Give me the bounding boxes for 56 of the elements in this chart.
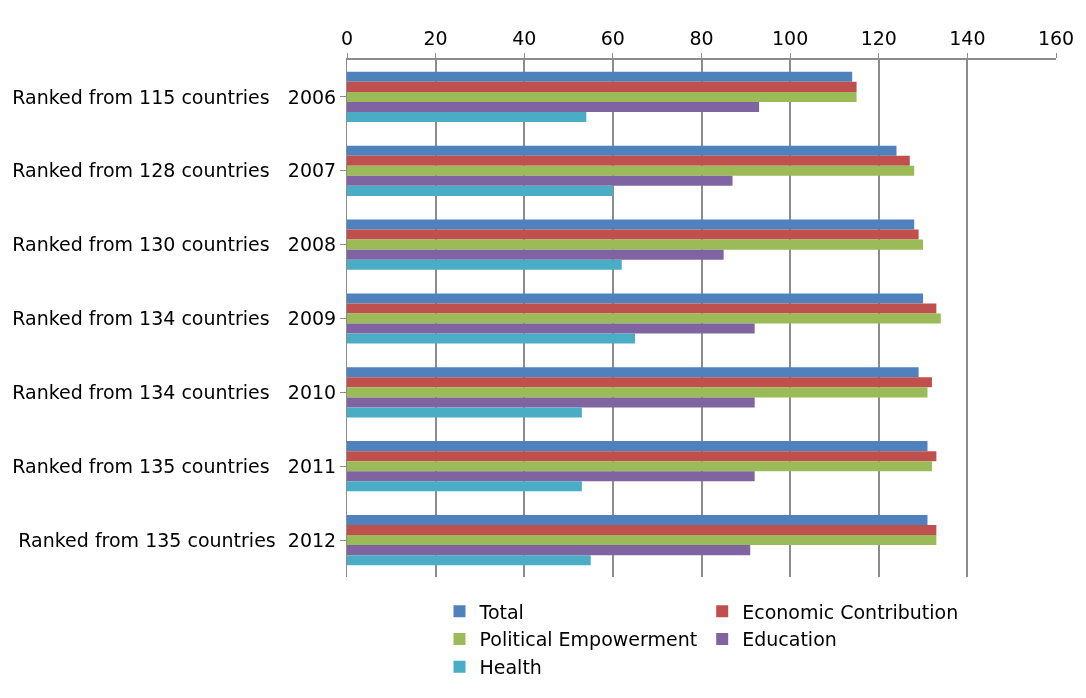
legend-label: Political Empowerment [479, 628, 698, 651]
bar [347, 514, 928, 525]
bar [347, 323, 755, 334]
x-tick-label: 120 [860, 27, 897, 50]
y-tick-label: Ranked from 115 countries 2006 [12, 85, 337, 108]
x-tick-label: 100 [772, 27, 809, 50]
bar [347, 481, 582, 492]
bar [347, 112, 587, 123]
y-tick-label: Ranked from 135 countries 2011 [12, 454, 337, 477]
y-tick-label: Ranked from 128 countries 2007 [12, 159, 337, 182]
bar [347, 367, 919, 378]
bar [347, 293, 924, 304]
bar [347, 81, 857, 92]
bar [347, 535, 937, 546]
x-tick-label: 80 [689, 27, 714, 50]
legend-label: Economic Contribution [742, 600, 959, 623]
bar [347, 555, 591, 566]
x-tick-label: 140 [949, 27, 986, 50]
y-tick-label: Ranked from 135 countries 2012 [18, 528, 337, 551]
bar [347, 407, 582, 418]
bar [347, 155, 910, 166]
bar [347, 249, 724, 260]
bar [347, 397, 755, 408]
x-tick-label: 160 [1037, 27, 1075, 50]
bar [347, 219, 915, 230]
x-tick-label: 0 [340, 27, 354, 50]
y-tick-label: Ranked from 134 countries 2009 [12, 307, 337, 330]
bar [347, 229, 919, 240]
bar [347, 525, 937, 536]
bar [347, 165, 915, 176]
y-tick-label: Ranked from 134 countries 2010 [12, 381, 337, 404]
bar [347, 185, 613, 196]
bar [347, 387, 928, 398]
bar [347, 303, 937, 314]
bar [347, 175, 733, 186]
bar [347, 545, 751, 556]
bar [347, 451, 937, 462]
bar [347, 441, 928, 452]
x-tick-label: 40 [512, 27, 537, 50]
legend-label: Health [479, 656, 542, 679]
x-tick-label: 20 [423, 27, 448, 50]
bar [347, 461, 932, 472]
bar [347, 471, 755, 482]
bar [347, 333, 636, 344]
y-tick-label: Ranked from 130 countries 2008 [12, 233, 337, 256]
legend-label: Total [478, 600, 524, 623]
legend-label: Education [742, 628, 837, 651]
bar [347, 259, 622, 270]
x-tick-label: 60 [600, 27, 625, 50]
bar [347, 239, 924, 250]
bar [347, 313, 941, 324]
bar [347, 101, 760, 112]
bar [347, 377, 932, 388]
bar [347, 91, 857, 102]
bar [347, 145, 897, 156]
bar [347, 71, 853, 82]
